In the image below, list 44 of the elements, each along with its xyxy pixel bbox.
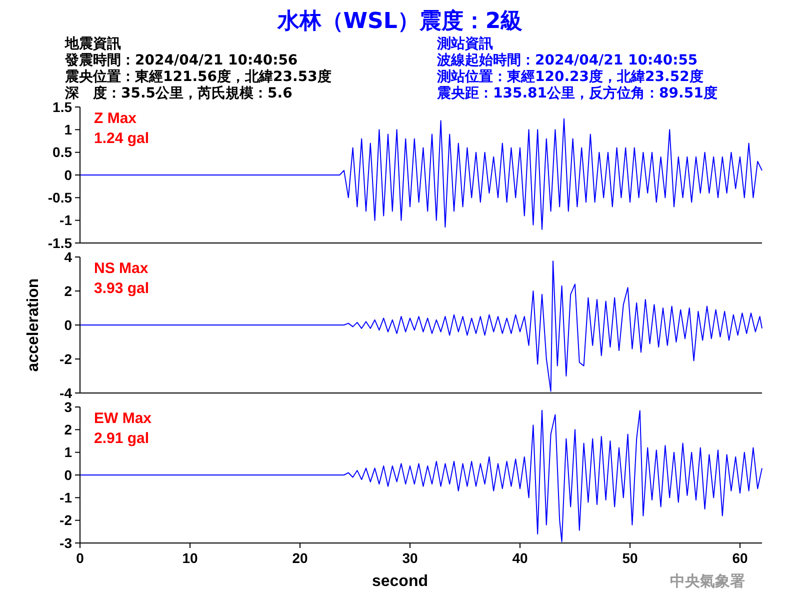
y-tick-label: 1 (64, 444, 72, 460)
y-tick-label: 0 (64, 466, 72, 483)
annotation: 3.93 gal (94, 280, 150, 297)
y-tick-label: 0.5 (52, 144, 72, 160)
annotation: 1.24 gal (94, 130, 150, 147)
y-tick-label: 3 (64, 398, 72, 415)
text: 震央距：135.81公里，反方位角：89.51度 (436, 84, 718, 102)
text: 測站資訊 (436, 35, 493, 52)
y-tick-label: -1 (60, 490, 72, 506)
x-tick-label: 0 (76, 550, 84, 566)
y-tick-label: 1 (64, 122, 72, 138)
text: 發震時間：2024/04/21 10:40:56 (64, 52, 298, 68)
y-tick-label: 4 (64, 248, 72, 265)
annotation: EW Max (94, 410, 152, 427)
y-tick-label: 2 (64, 282, 72, 299)
x-tick-label: 10 (182, 550, 198, 566)
y-tick-label: 0 (64, 166, 72, 183)
text: 中央氣象署 (670, 572, 745, 590)
y-tick-label: -3 (60, 534, 72, 551)
text: 深 度：35.5公里，芮氏規模：5.6 (64, 84, 292, 102)
y-tick-label: -2 (60, 512, 72, 528)
x-tick-label: 30 (402, 550, 418, 566)
y-tick-label: -0.5 (48, 190, 72, 206)
text: 測站位置：東經120.23度，北緯23.52度 (436, 68, 704, 85)
x-tick-label: 50 (622, 550, 638, 566)
y-tick-label: -1.5 (48, 234, 72, 251)
y-tick-label: 1.5 (52, 98, 72, 115)
annotation: NS Max (94, 260, 149, 277)
x-tick-label: 20 (292, 550, 308, 566)
x-tick-label: 40 (512, 550, 528, 566)
y-tick-label: -2 (60, 350, 72, 367)
text: 地震資訊 (64, 35, 121, 52)
chart-title: 水林（WSL）震度：2級 (276, 8, 523, 34)
x-tick-label: 60 (732, 550, 748, 566)
y-tick-label: 2 (64, 422, 72, 438)
y-axis-title: acceleration (25, 278, 42, 372)
x-axis-title: second (372, 573, 428, 590)
y-tick-label: -4 (60, 384, 72, 401)
y-tick-label: 0 (64, 316, 72, 333)
text: 震央位置：東經121.56度，北緯23.53度 (64, 68, 332, 85)
text: 波線起始時間：2024/04/21 10:40:55 (436, 52, 698, 68)
annotation: Z Max (94, 110, 138, 127)
y-tick-label: -1 (60, 212, 72, 228)
annotation: 2.91 gal (94, 430, 150, 447)
